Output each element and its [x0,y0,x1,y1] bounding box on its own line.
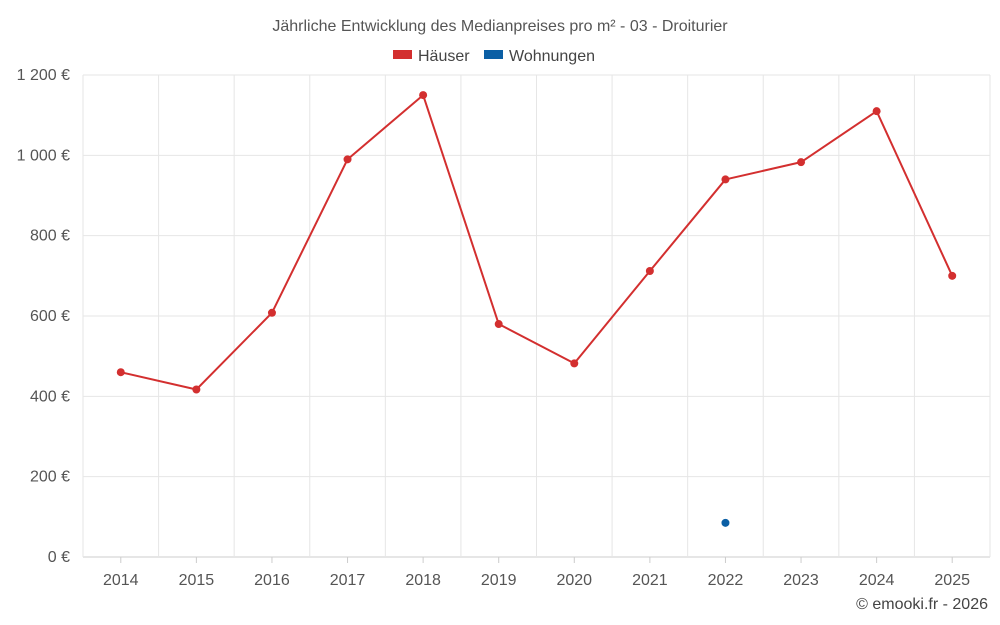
data-point[interactable] [721,518,730,527]
x-tick-label: 2019 [481,572,517,589]
x-tick-label: 2023 [783,572,819,589]
legend-swatch [484,50,503,59]
y-tick-label: 800 € [30,228,70,245]
data-point[interactable] [494,320,503,329]
data-point[interactable] [570,359,579,368]
credit: © emooki.fr - 2026 [856,596,988,613]
y-tick-label: 600 € [30,308,70,325]
y-tick-label: 200 € [30,469,70,486]
data-point[interactable] [721,175,730,184]
x-tick-label: 2020 [556,572,592,589]
y-tick-label: 1 000 € [17,147,70,164]
data-point[interactable] [419,91,428,100]
y-tick-label: 1 200 € [17,67,70,84]
data-point[interactable] [948,271,957,280]
x-tick-label: 2015 [179,572,215,589]
x-tick-label: 2017 [330,572,366,589]
chart-title: Jährliche Entwicklung des Medianpreises … [272,18,728,35]
data-point[interactable] [645,267,654,276]
legend-label: Häuser [418,48,470,65]
x-tick-label: 2021 [632,572,668,589]
data-point[interactable] [343,155,352,164]
x-tick-label: 2016 [254,572,290,589]
data-point[interactable] [797,158,806,167]
x-tick-label: 2025 [934,572,970,589]
data-point[interactable] [267,308,276,317]
y-axis: 0 € 200 € 400 € 600 € 800 € 1 000 € 1 200 € [17,67,70,566]
legend-label: Wohnungen [509,48,595,65]
y-tick-label: 400 € [30,388,70,405]
x-tick-label: 2014 [103,572,139,589]
x-tick-label: 2024 [859,572,895,589]
legend-swatch [393,50,412,59]
series-line [120,94,954,391]
x-axis: 2014 2015 2016 2017 2018 2019 2020 2021 2022 2023… [103,557,970,589]
data-point[interactable] [192,385,201,394]
grid [82,74,991,558]
y-tick-label: 0 € [48,549,70,566]
data-point[interactable] [872,107,881,116]
data-point[interactable] [116,368,125,377]
x-tick-label: 2018 [405,572,441,589]
legend: Häuser Wohnungen [393,48,595,65]
x-tick-label: 2022 [708,572,744,589]
series-layer [116,91,957,527]
